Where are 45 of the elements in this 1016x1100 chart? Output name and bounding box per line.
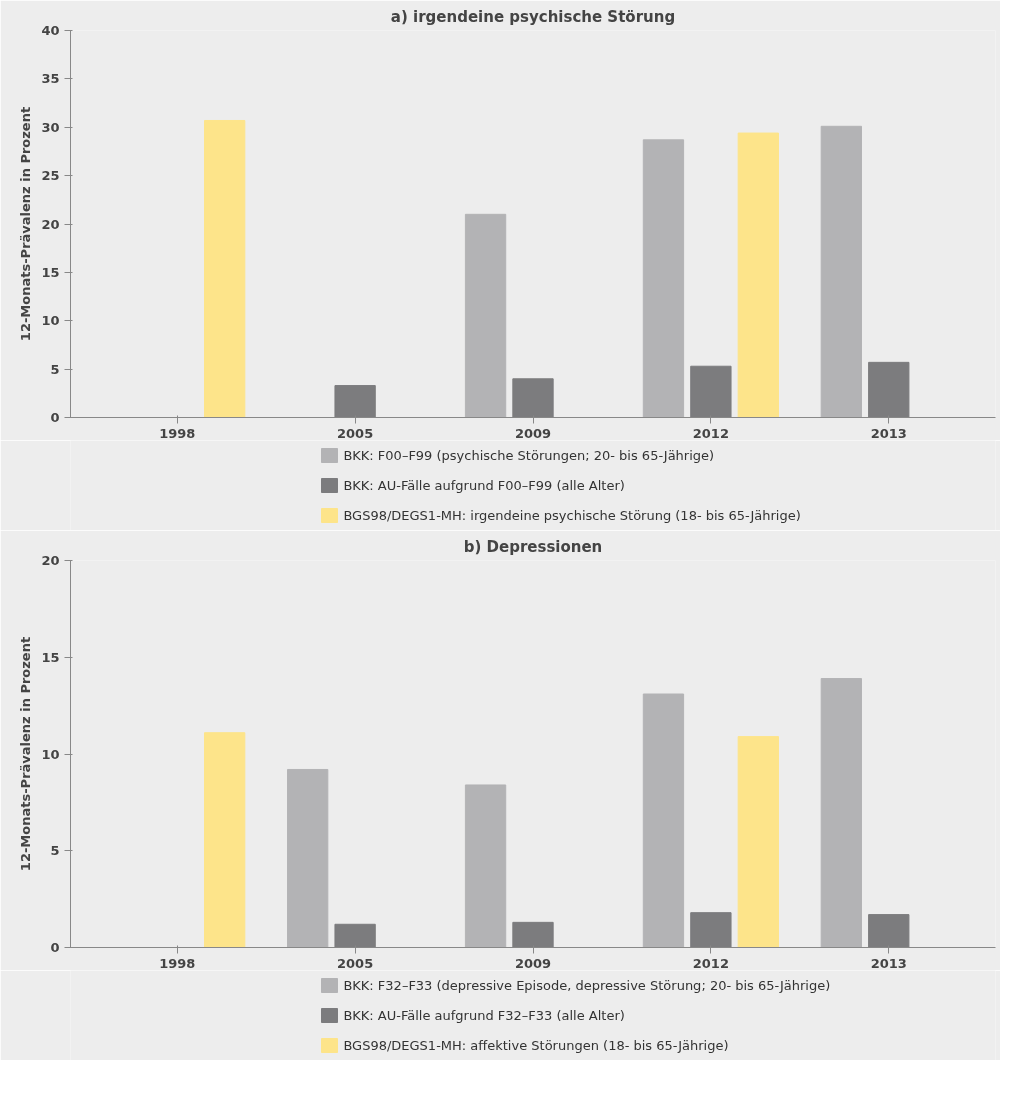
legend-label: BKK: F00–F99 (psychische Störungen; 20- bis 65-Jährige)	[343, 448, 715, 463]
y-tick-label: 5	[50, 843, 60, 859]
bar	[642, 139, 685, 418]
x-tick-label: 2012	[692, 425, 729, 441]
bar	[464, 213, 507, 418]
legend-label: BKK: AU-Fälle aufgrund F32–F33 (alle Alter)	[343, 1008, 625, 1023]
legend-label: BKK: F32–F33 (depressive Episode, depressive Störung; 20- bis 65-Jährige)	[343, 978, 831, 993]
bar	[820, 125, 862, 418]
y-tick-label: 0	[50, 410, 60, 425]
y-axis-title: 12-Monats-Prävalenz in Prozent	[18, 636, 34, 872]
y-tick-label: 10	[41, 746, 60, 762]
x-tick-label: 2009	[514, 955, 552, 971]
y-tick-label: 15	[41, 649, 60, 665]
x-tick-label: 2012	[692, 955, 729, 971]
x-tick-label: 2013	[870, 955, 907, 971]
bar	[737, 736, 779, 948]
y-tick-label: 15	[41, 264, 60, 280]
bar	[642, 693, 685, 948]
chart-title: a) irgendeine psychische Störung	[390, 7, 676, 26]
legend-label: BGS98/DEGS1-MH: irgendeine psychische Störung (18- bis 65-Jährige)	[343, 508, 801, 523]
y-tick-label: 35	[41, 71, 60, 87]
legend-label: BKK: AU-Fälle aufgrund F00–F99 (alle Alter)	[343, 478, 625, 493]
x-tick-label: 2013	[870, 425, 907, 441]
bar	[464, 784, 507, 948]
y-tick-label: 5	[50, 361, 60, 377]
legend-label: BGS98/DEGS1-MH: affektive Störungen (18- bis 65-Jährige)	[343, 1038, 729, 1053]
y-tick-label: 20	[41, 553, 60, 568]
y-tick-label: 40	[41, 23, 60, 38]
y-tick-label: 20	[41, 216, 60, 232]
chart-title: b) Depressionen	[463, 537, 603, 556]
x-tick-label: 1998	[159, 425, 196, 441]
x-tick-label: 2005	[337, 955, 374, 971]
x-tick-label: 2009	[514, 425, 552, 441]
y-tick-label: 10	[41, 313, 60, 329]
bar	[287, 768, 329, 948]
y-axis-title: 12-Monats-Prävalenz in Prozent	[18, 106, 34, 342]
x-tick-label: 1998	[159, 955, 196, 971]
y-tick-label: 30	[41, 119, 60, 135]
bar	[204, 732, 246, 948]
y-tick-label: 0	[50, 940, 60, 955]
bar	[204, 119, 246, 418]
bar	[737, 132, 779, 418]
y-tick-label: 25	[41, 168, 60, 184]
bar	[820, 678, 862, 948]
x-tick-label: 2005	[337, 425, 374, 441]
